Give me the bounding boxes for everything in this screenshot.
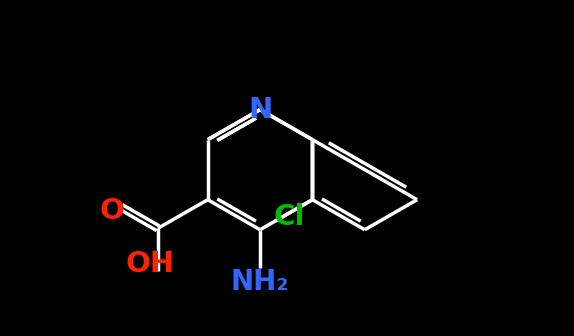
Text: OH: OH: [126, 250, 175, 279]
Text: Cl: Cl: [274, 203, 305, 231]
Text: O: O: [99, 197, 124, 225]
Text: NH₂: NH₂: [231, 268, 289, 296]
Text: N: N: [248, 96, 272, 124]
